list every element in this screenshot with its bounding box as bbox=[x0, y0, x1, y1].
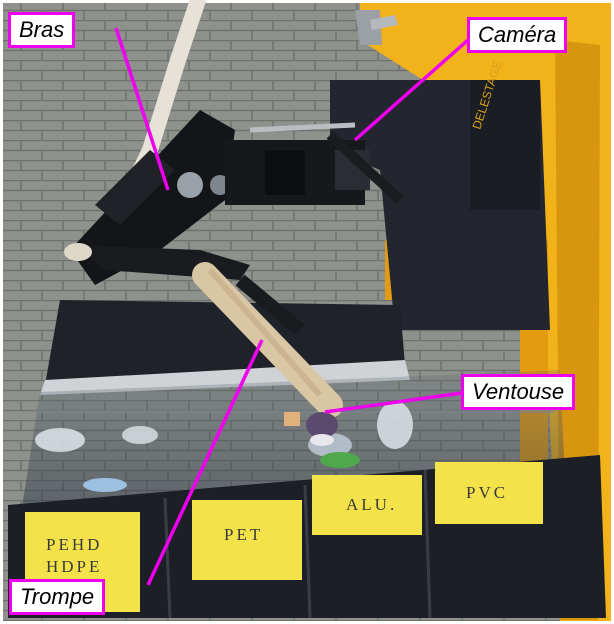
machine-housing: DELESTAGE bbox=[330, 10, 550, 330]
bin-label-alu: ALU. bbox=[346, 495, 397, 514]
leader-line-camera bbox=[353, 38, 470, 142]
leader-line-ventouse bbox=[324, 391, 463, 414]
bin-label-hdpe: HDPE bbox=[46, 557, 102, 576]
callout-bras: Bras bbox=[8, 12, 76, 48]
robot-arm bbox=[64, 110, 404, 285]
callout-trompe: Trompe bbox=[9, 579, 106, 615]
leader-lines bbox=[114, 27, 470, 586]
bin-label-pvc: PVC bbox=[466, 483, 508, 502]
callout-camera: Caméra bbox=[467, 17, 568, 53]
bin-label-pehd: PEHD bbox=[46, 535, 102, 554]
leader-line-bras bbox=[114, 27, 170, 191]
bin-label-pet: PET bbox=[224, 525, 263, 544]
callout-ventouse: Ventouse bbox=[461, 374, 576, 410]
leader-line-trompe bbox=[146, 339, 264, 586]
sorting-bins bbox=[8, 455, 606, 619]
suction-trunk bbox=[192, 262, 343, 446]
